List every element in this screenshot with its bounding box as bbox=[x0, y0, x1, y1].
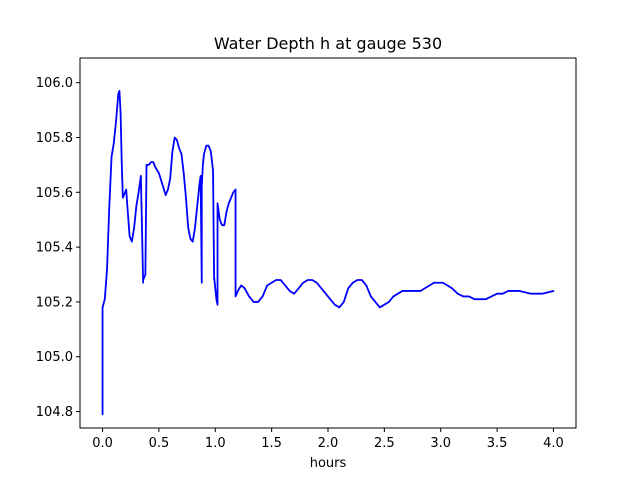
y-tick-label: 105.8 bbox=[36, 131, 73, 146]
y-tick-label: 105.6 bbox=[36, 186, 73, 201]
x-tick-label: 0.5 bbox=[149, 436, 170, 451]
chart-title: Water Depth h at gauge 530 bbox=[214, 34, 442, 53]
y-tick-label: 105.4 bbox=[36, 241, 73, 256]
plot-frame bbox=[79, 57, 577, 429]
y-tick-label: 105.0 bbox=[36, 350, 73, 365]
x-tick-label: 4.0 bbox=[543, 436, 564, 451]
x-tick-label: 3.0 bbox=[430, 436, 451, 451]
ticks-layer: 0.0 0.5 1.0 1.5 2.0 2.5 3.0 3.5 4.0 104.8 105.0 105… bbox=[36, 76, 564, 451]
x-tick-label: 2.5 bbox=[374, 436, 395, 451]
x-axis-label: hours bbox=[310, 456, 347, 471]
x-tick-label: 3.5 bbox=[487, 436, 508, 451]
x-tick-label: 0.0 bbox=[92, 436, 113, 451]
x-tick-label: 2.0 bbox=[318, 436, 339, 451]
x-tick-label: 1.0 bbox=[205, 436, 226, 451]
y-tick-label: 105.2 bbox=[36, 295, 73, 310]
y-tick-label: 106.0 bbox=[36, 76, 73, 91]
y-tick-label: 104.8 bbox=[36, 405, 73, 420]
data-series-line bbox=[101, 89, 555, 416]
x-tick-label: 1.5 bbox=[261, 436, 282, 451]
